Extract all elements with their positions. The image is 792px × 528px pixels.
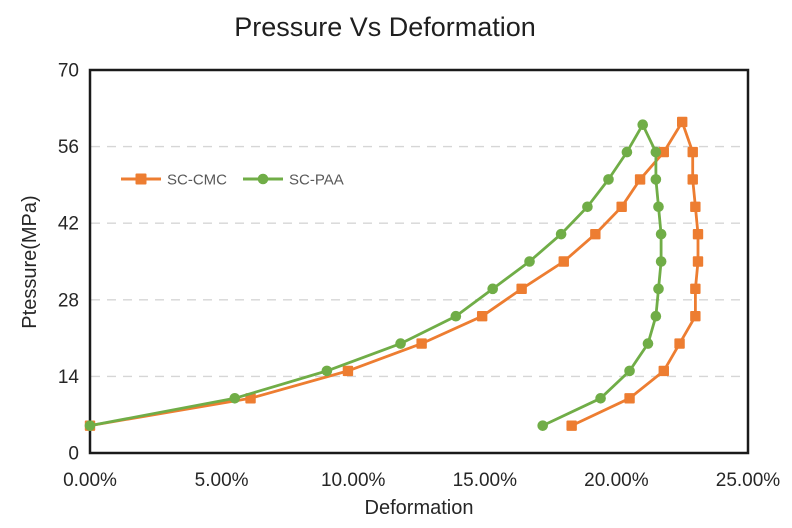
data-point-circle: [621, 146, 633, 158]
y-axis-tick-labels: 0 14 28 42 56 70: [58, 61, 80, 465]
data-point-circle: [321, 365, 333, 377]
legend: SC-CMC SC-PAA: [121, 172, 344, 189]
data-point-square: [690, 201, 701, 212]
legend-item-sc-cmc: SC-CMC: [121, 172, 227, 189]
gridlines: [91, 145, 747, 378]
data-point-circle: [650, 310, 662, 322]
y-axis-tick-label: 42: [58, 214, 79, 235]
data-point-circle: [655, 256, 667, 267]
data-point-square: [516, 283, 527, 295]
series-line-sc-paa: [88, 123, 663, 427]
data-point-square: [687, 174, 698, 185]
legend-label-sc-paa: SC-PAA: [289, 172, 344, 189]
data-point-circle: [582, 201, 593, 213]
data-point-square: [342, 365, 354, 377]
y-axis-title: Ptessure(MPa): [19, 195, 41, 328]
data-point-square: [674, 338, 685, 349]
legend-item-sc-paa: SC-PAA: [243, 172, 344, 189]
data-point-square: [590, 228, 601, 240]
data-point-square: [566, 420, 577, 431]
x-axis-tick-labels: 0.00% 5.00% 10.00% 15.00% 20.00% 25.00%: [63, 470, 780, 491]
data-point-circle: [624, 365, 635, 377]
y-axis-tick-label: 0: [68, 444, 79, 465]
series-line-sc-cmc: [88, 120, 700, 427]
legend-circle-marker-icon: [257, 173, 269, 185]
data-point-square: [692, 228, 704, 240]
data-point-square: [416, 338, 427, 349]
data-point-square: [690, 311, 701, 322]
legend-square-marker-icon: [135, 173, 147, 185]
data-point-square: [658, 365, 669, 377]
data-point-circle: [637, 119, 649, 131]
data-point-circle: [653, 283, 664, 295]
plot-border: [88, 68, 750, 455]
data-point-circle: [595, 392, 606, 404]
data-point-square: [634, 174, 646, 185]
data-point-square: [690, 283, 701, 295]
data-point-square: [616, 201, 627, 212]
x-axis-tick-label: 0.00%: [63, 470, 117, 491]
data-point-circle: [603, 174, 614, 185]
x-axis-tick-label: 5.00%: [195, 470, 249, 491]
y-axis-tick-label: 28: [58, 290, 79, 311]
data-point-circle: [395, 338, 406, 349]
data-point-square: [558, 256, 569, 267]
data-point-circle: [642, 338, 654, 349]
data-point-circle: [84, 420, 96, 431]
x-axis-tick-label: 25.00%: [716, 470, 781, 491]
chart-title: Pressure Vs Deformation: [234, 12, 536, 42]
data-point-circle: [524, 256, 535, 267]
data-point-circle: [650, 146, 662, 158]
series-layer: [84, 116, 704, 431]
legend-label-sc-cmc: SC-CMC: [167, 172, 227, 189]
data-point-circle: [653, 201, 664, 213]
data-point-square: [692, 256, 704, 267]
data-point-circle: [450, 310, 462, 322]
data-point-square: [677, 116, 688, 128]
data-point-circle: [650, 174, 662, 185]
x-axis-title: Deformation: [365, 497, 474, 519]
data-point-square: [624, 393, 635, 404]
y-axis-tick-label: 70: [58, 61, 79, 82]
data-point-circle: [229, 392, 241, 404]
data-point-circle: [655, 228, 667, 240]
y-axis-tick-label: 14: [58, 367, 80, 388]
data-point-square: [658, 146, 669, 158]
plot-border-rect: [88, 68, 750, 455]
data-point-square: [476, 311, 488, 322]
data-point-circle: [487, 283, 498, 295]
data-point-circle: [537, 420, 549, 431]
y-axis-tick-label: 56: [58, 137, 79, 158]
x-axis-tick-label: 20.00%: [584, 470, 649, 491]
data-point-square: [687, 146, 698, 158]
data-point-circle: [555, 228, 567, 240]
x-axis-tick-label: 10.00%: [321, 470, 386, 491]
x-axis-tick-label: 15.00%: [453, 470, 518, 491]
